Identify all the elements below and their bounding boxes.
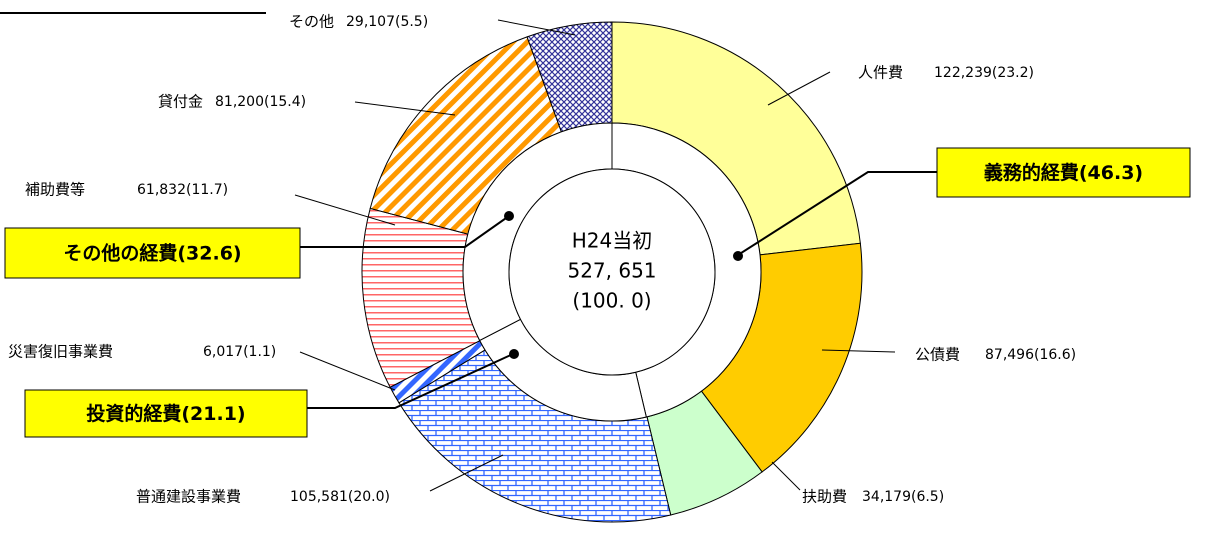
leader-line (821, 349, 896, 353)
callout-dot (504, 211, 514, 221)
value-label: 87,496(16.6) (985, 347, 1076, 363)
center-label: H24当初 (572, 229, 653, 253)
leader-line (294, 194, 396, 226)
category-label: 扶助費 (802, 488, 847, 506)
value-label: 6,017(1.1) (203, 344, 276, 360)
value-label: 122,239(23.2) (934, 65, 1034, 81)
category-label: 普通建設事業費 (136, 488, 241, 506)
center-label: 527, 651 (567, 259, 656, 283)
category-label: 人件費 (858, 64, 903, 82)
group-label: 義務的経費(46.3) (984, 161, 1143, 184)
callout-line (307, 353, 514, 409)
value-label: 61,832(11.7) (137, 182, 228, 198)
callout-line (300, 215, 510, 248)
value-label: 34,179(6.5) (862, 489, 944, 505)
center-circle (508, 168, 716, 376)
callout-dot (509, 349, 519, 359)
value-label: 105,581(20.0) (290, 489, 390, 505)
category-label: 公債費 (915, 346, 960, 364)
category-label: 災害復旧事業費 (8, 343, 113, 361)
category-label: 補助費等 (25, 181, 85, 199)
leader-line (429, 454, 504, 492)
group-box (24, 389, 308, 438)
leader-line (299, 351, 396, 391)
center-label: (100. 0) (572, 289, 651, 313)
category-label: その他 (289, 13, 334, 31)
callout-dot (733, 251, 743, 261)
group-box (936, 147, 1191, 198)
group-label: その他の経費(32.6) (63, 242, 241, 265)
callout-line (737, 171, 938, 256)
category-label: 貸付金 (158, 93, 203, 111)
group-label: 投資的経費(21.1) (86, 402, 245, 425)
leader-line (771, 461, 801, 491)
leader-line (767, 71, 831, 106)
leader-line (497, 19, 576, 36)
leader-line (354, 101, 456, 116)
group-box (4, 227, 301, 279)
value-label: 29,107(5.5) (346, 14, 428, 30)
value-label: 81,200(15.4) (215, 94, 306, 110)
